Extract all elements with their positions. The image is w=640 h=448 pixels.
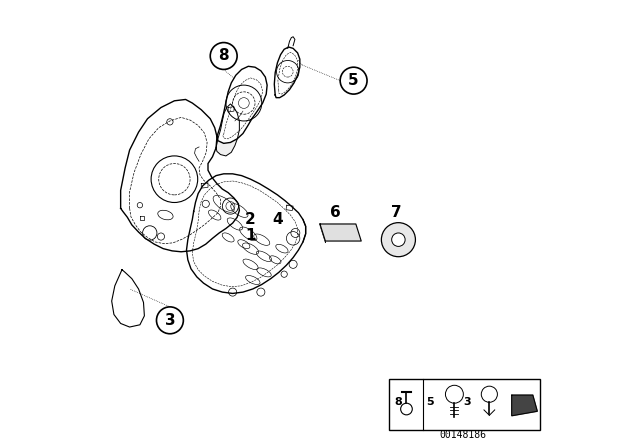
Circle shape: [156, 307, 183, 334]
Polygon shape: [512, 395, 538, 416]
Polygon shape: [275, 47, 300, 98]
Text: 2: 2: [245, 212, 256, 227]
Text: 3: 3: [463, 397, 471, 407]
Text: 4: 4: [272, 212, 283, 227]
Polygon shape: [320, 224, 361, 241]
Bar: [389, 379, 540, 430]
Text: 8: 8: [394, 397, 402, 407]
Polygon shape: [111, 270, 145, 327]
Circle shape: [340, 67, 367, 94]
Text: 5: 5: [348, 73, 359, 88]
Circle shape: [381, 223, 415, 257]
Circle shape: [392, 233, 405, 246]
Polygon shape: [120, 99, 239, 252]
Text: 1: 1: [245, 228, 256, 243]
Text: 3: 3: [164, 313, 175, 328]
Polygon shape: [217, 66, 267, 143]
Text: 5: 5: [427, 397, 435, 407]
Text: 8: 8: [218, 48, 229, 64]
Polygon shape: [216, 104, 239, 156]
Text: 00148186: 00148186: [440, 431, 487, 440]
Polygon shape: [186, 174, 306, 293]
Circle shape: [210, 43, 237, 69]
Text: 7: 7: [391, 205, 401, 220]
Text: 6: 6: [330, 205, 341, 220]
